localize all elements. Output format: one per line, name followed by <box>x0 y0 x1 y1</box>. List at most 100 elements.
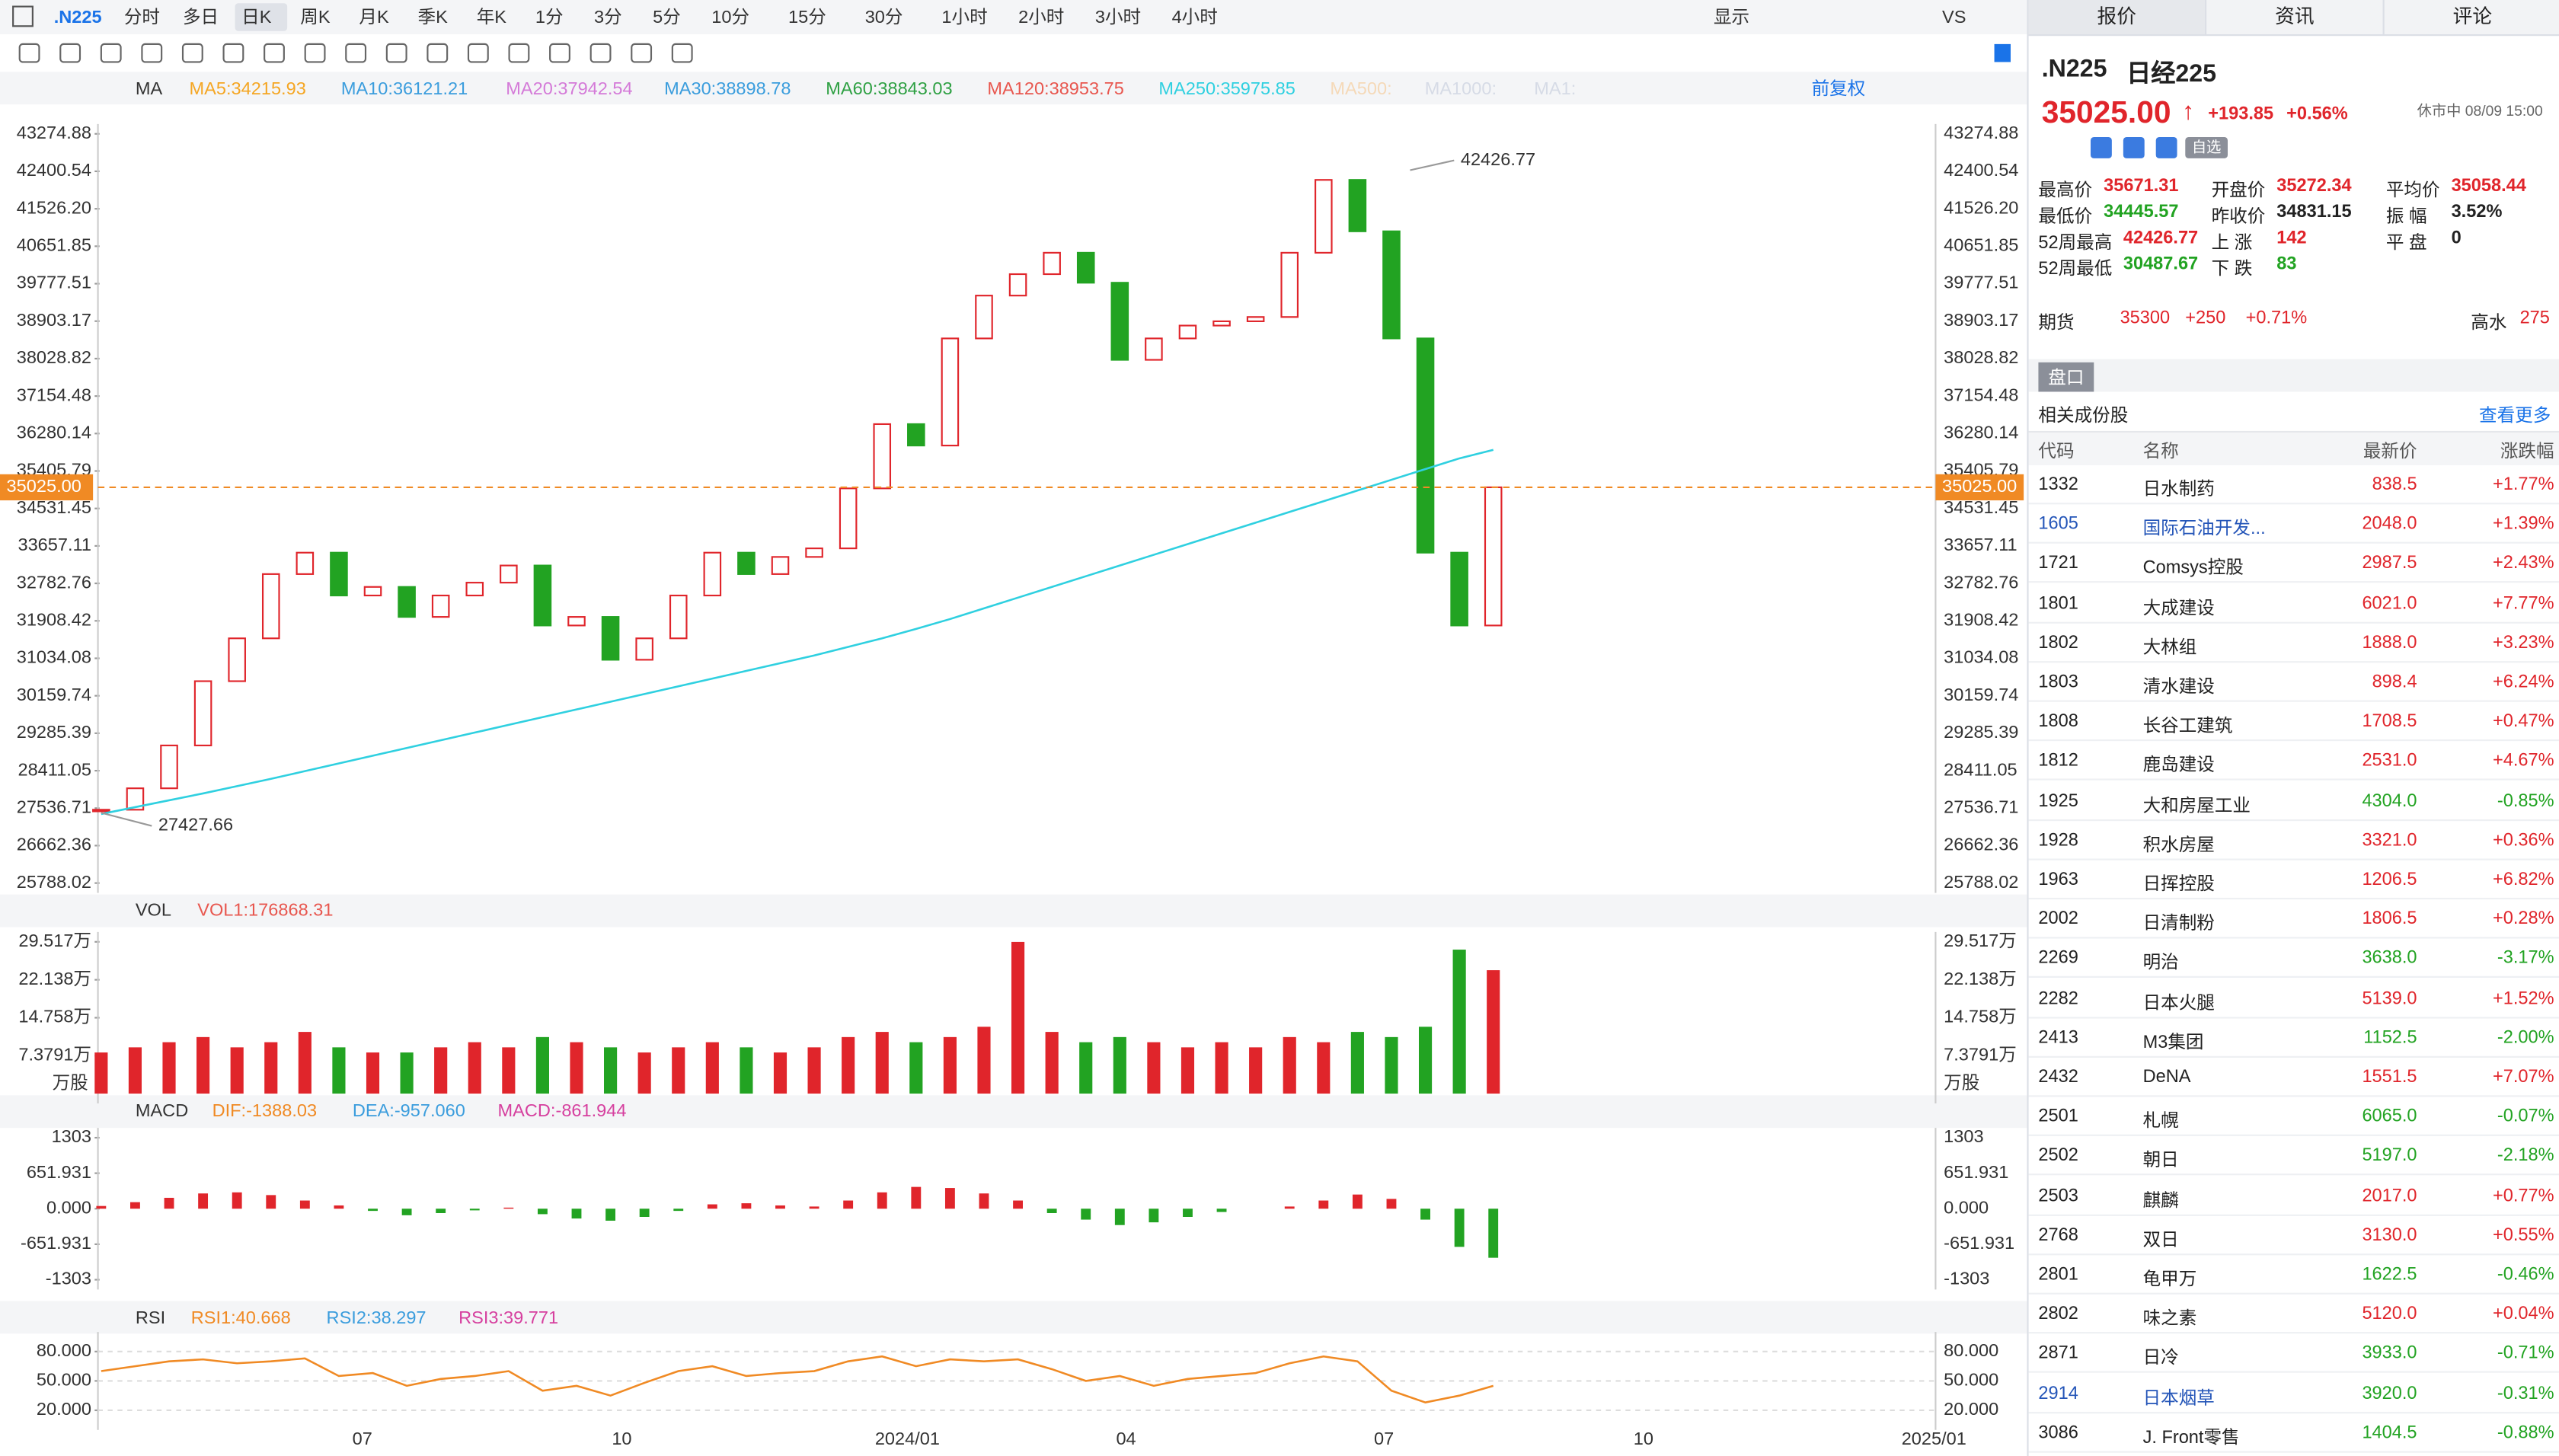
cell[interactable]: J. Front零售 <box>2142 1428 2240 1448</box>
ma-legend: MA120:38953.75 <box>987 78 1123 98</box>
more[interactable]: 查看更多 <box>2479 406 2551 426</box>
stat-label: 上 涨 <box>2211 233 2253 254</box>
draw-tool[interactable] <box>100 43 122 63</box>
period-tab[interactable]: 日K <box>241 7 272 27</box>
toolbar-button[interactable]: 显示 <box>1714 7 1749 27</box>
cell[interactable]: 日本烟草 <box>2142 1388 2215 1408</box>
draw-tool[interactable] <box>385 43 407 63</box>
cell[interactable]: 日水制药 <box>2142 480 2215 500</box>
icon[interactable] <box>2155 137 2177 158</box>
cell[interactable]: 大和房屋工业 <box>2142 796 2251 816</box>
cell[interactable]: 明治 <box>2142 953 2179 974</box>
period-tab[interactable]: 年K <box>477 7 507 27</box>
cell[interactable]: DeNA <box>2142 1067 2191 1087</box>
cell[interactable]: 鹿岛建设 <box>2142 756 2215 776</box>
draw-tool[interactable] <box>141 43 163 63</box>
draw-tool[interactable] <box>549 43 570 63</box>
stat-label: 开盘价 <box>2211 180 2266 201</box>
period-tab[interactable]: 2小时 <box>1018 7 1064 27</box>
period-tab[interactable]: 10分 <box>711 7 749 27</box>
draw-tool[interactable] <box>426 43 449 63</box>
watch[interactable]: 自选 <box>2185 137 2228 158</box>
section-bar <box>2028 359 2559 392</box>
cell: 1404.5 <box>2362 1422 2417 1443</box>
draw-tool[interactable] <box>59 43 81 63</box>
cell[interactable]: 札幌 <box>2142 1112 2179 1132</box>
cell[interactable]: 麒麟 <box>2142 1190 2179 1211</box>
macd-bar <box>299 1200 310 1209</box>
cell[interactable]: 大成建设 <box>2142 598 2215 618</box>
pin-icon[interactable] <box>1994 43 2011 62</box>
tab[interactable]: 资讯 <box>2206 0 2385 35</box>
y-tick-label: 0.000 <box>46 1197 91 1217</box>
icon[interactable] <box>2123 137 2145 158</box>
period-tab[interactable]: 15分 <box>788 7 826 27</box>
icon[interactable] <box>2091 137 2112 158</box>
draw-tool[interactable] <box>304 43 326 63</box>
volume-bar <box>1317 1042 1331 1094</box>
y-tick-label: 80.000 <box>37 1340 91 1360</box>
adjust[interactable]: 前复权 <box>1812 78 1866 98</box>
ma-bar <box>0 72 2027 105</box>
draw-tool[interactable] <box>631 43 653 63</box>
cell[interactable]: 清水建设 <box>2142 677 2215 698</box>
y-tick-label: 43274.88 <box>17 123 91 142</box>
cell: 2017.0 <box>2362 1186 2417 1206</box>
volume-bar <box>535 1036 549 1094</box>
ma-legend: MA20:37942.54 <box>506 78 632 98</box>
draw-tool[interactable] <box>589 43 612 63</box>
volume-bar <box>705 1042 719 1094</box>
period-tab[interactable]: 30分 <box>865 7 903 27</box>
period-tab[interactable]: 周K <box>300 7 331 27</box>
period-tab[interactable]: 1分 <box>535 7 564 27</box>
candle <box>941 337 960 447</box>
y-tick-label-right: -1303 <box>1944 1269 1989 1288</box>
period-tab[interactable]: 3分 <box>594 7 622 27</box>
period-tab[interactable]: 多日 <box>183 7 219 27</box>
period-tab[interactable]: 3小时 <box>1095 7 1141 27</box>
period-tab[interactable]: 5分 <box>653 7 681 27</box>
row-sep <box>2028 1055 2559 1058</box>
period-tab[interactable]: 1小时 <box>941 7 987 27</box>
period-tab[interactable]: 季K <box>418 7 449 27</box>
cell[interactable]: Comsys控股 <box>2142 558 2244 579</box>
x-tick-label: 2025/01 <box>1902 1429 1966 1448</box>
cell[interactable]: 日本火腿 <box>2142 993 2215 1014</box>
period-tab[interactable]: 分时 <box>124 7 160 27</box>
cell[interactable]: 国际石油开发... <box>2142 519 2266 539</box>
cell[interactable]: 积水房屋 <box>2142 835 2215 855</box>
draw-tool[interactable] <box>671 43 693 63</box>
draw-tool[interactable] <box>508 43 530 63</box>
cell[interactable]: 日冷 <box>2142 1349 2179 1369</box>
tab[interactable]: 报价 <box>2028 0 2207 35</box>
y-tick-label: 31034.08 <box>17 647 91 667</box>
cell[interactable]: 龟甲万 <box>2142 1269 2197 1290</box>
cell[interactable]: 大林组 <box>2142 637 2197 658</box>
stat-value: 35058.44 <box>2451 176 2526 196</box>
period-tab[interactable]: 4小时 <box>1172 7 1218 27</box>
cell[interactable]: 长谷工建筑 <box>2142 717 2233 737</box>
draw-tool[interactable] <box>345 43 367 63</box>
cell[interactable]: 双日 <box>2142 1230 2179 1250</box>
fut-label: 期货 <box>2038 313 2075 334</box>
cell[interactable]: 日清制粉 <box>2142 914 2215 934</box>
volume-bar <box>400 1052 414 1094</box>
draw-tool[interactable] <box>222 43 244 63</box>
cell[interactable]: M3集团 <box>2142 1033 2204 1053</box>
draw-tool[interactable] <box>181 43 203 63</box>
cell[interactable]: 味之素 <box>2142 1309 2197 1330</box>
vol-unit-right: 万股 <box>1944 1072 1979 1092</box>
cell: +2.43% <box>2492 554 2554 574</box>
tab[interactable]: 评论 <box>2385 0 2559 34</box>
cell[interactable]: 日挥控股 <box>2142 874 2215 895</box>
macd-legend: MACD:-861.944 <box>498 1100 627 1120</box>
toolbar-button[interactable]: VS <box>1942 7 1966 27</box>
draw-tool[interactable] <box>18 43 40 63</box>
draw-tool[interactable] <box>264 43 285 63</box>
candle <box>839 487 858 550</box>
draw-tool[interactable] <box>467 43 489 63</box>
sidebar-icon[interactable] <box>12 5 34 27</box>
cell: 2987.5 <box>2362 554 2417 574</box>
period-tab[interactable]: 月K <box>359 7 389 27</box>
cell[interactable]: 朝日 <box>2142 1151 2179 1171</box>
